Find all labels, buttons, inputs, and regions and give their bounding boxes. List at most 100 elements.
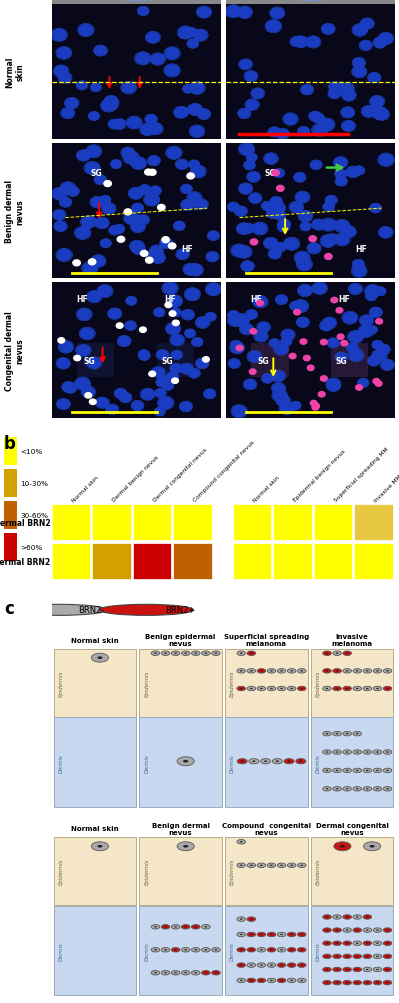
Circle shape [198,110,210,119]
Circle shape [289,354,296,359]
Text: Epidermis: Epidermis [144,670,150,696]
Circle shape [353,928,361,933]
Circle shape [267,687,276,691]
Circle shape [241,325,253,334]
Bar [139,718,222,807]
Circle shape [177,251,188,260]
Circle shape [114,120,125,129]
Circle shape [95,177,106,185]
Bar [4,534,17,562]
Circle shape [237,917,245,922]
Circle shape [336,969,338,970]
Circle shape [180,30,191,39]
Circle shape [359,326,373,337]
Circle shape [61,184,75,195]
Circle shape [63,383,74,392]
Circle shape [277,130,288,139]
Circle shape [269,250,280,259]
Circle shape [298,260,311,271]
Circle shape [346,671,348,672]
Circle shape [353,669,361,673]
Circle shape [346,688,348,689]
Circle shape [342,108,354,118]
Circle shape [207,285,220,296]
Circle shape [376,982,379,983]
Bar [311,838,393,906]
Circle shape [183,85,193,93]
Circle shape [76,379,89,390]
Circle shape [381,361,393,370]
Circle shape [104,99,118,110]
Circle shape [376,319,383,325]
Circle shape [242,262,253,272]
Circle shape [172,321,179,326]
Circle shape [168,244,176,250]
Circle shape [60,199,71,208]
Text: 10-30%: 10-30% [20,480,48,486]
Circle shape [343,313,357,324]
Circle shape [215,972,217,974]
Circle shape [250,329,257,335]
Circle shape [146,258,153,264]
Circle shape [336,917,338,918]
Circle shape [151,971,160,975]
Circle shape [207,253,218,262]
Text: Epidermal BRN2: Epidermal BRN2 [0,519,50,527]
Circle shape [300,865,303,867]
Circle shape [257,669,266,673]
Circle shape [333,732,342,736]
Circle shape [376,956,379,957]
Circle shape [99,605,194,616]
Circle shape [312,405,319,410]
Circle shape [12,605,107,616]
Circle shape [361,20,373,29]
Circle shape [247,978,256,983]
Circle shape [215,949,217,951]
Text: <10%: <10% [20,448,42,454]
Circle shape [188,105,201,115]
Circle shape [280,965,283,966]
Circle shape [352,266,366,277]
Circle shape [136,53,150,65]
Circle shape [297,319,308,327]
Circle shape [386,751,389,753]
Circle shape [277,933,286,937]
Circle shape [269,128,280,137]
Polygon shape [251,344,288,378]
Circle shape [324,319,336,328]
Circle shape [323,732,331,736]
Circle shape [201,651,210,656]
Circle shape [310,401,317,406]
Circle shape [160,376,171,385]
Circle shape [124,210,132,216]
Circle shape [187,174,194,180]
Circle shape [236,346,243,351]
Circle shape [182,948,190,952]
Circle shape [304,356,310,361]
Circle shape [89,399,96,405]
Circle shape [145,170,152,176]
Circle shape [190,126,203,137]
Circle shape [386,671,389,672]
Bar [93,544,130,580]
Circle shape [336,171,346,179]
Circle shape [206,314,215,321]
Circle shape [158,206,165,212]
Circle shape [333,750,342,754]
Circle shape [313,284,326,294]
Circle shape [129,189,142,200]
Circle shape [154,926,157,928]
Bar [311,718,393,807]
Bar [354,505,393,541]
Circle shape [383,941,392,946]
Circle shape [349,350,363,361]
Text: Normal
skin: Normal skin [5,57,24,88]
Circle shape [323,967,331,972]
Circle shape [165,303,172,308]
Bar [53,838,136,906]
Text: HF: HF [338,295,350,304]
Circle shape [310,112,321,121]
Text: Epidermis: Epidermis [59,859,64,885]
Circle shape [379,34,393,45]
Circle shape [91,842,109,851]
